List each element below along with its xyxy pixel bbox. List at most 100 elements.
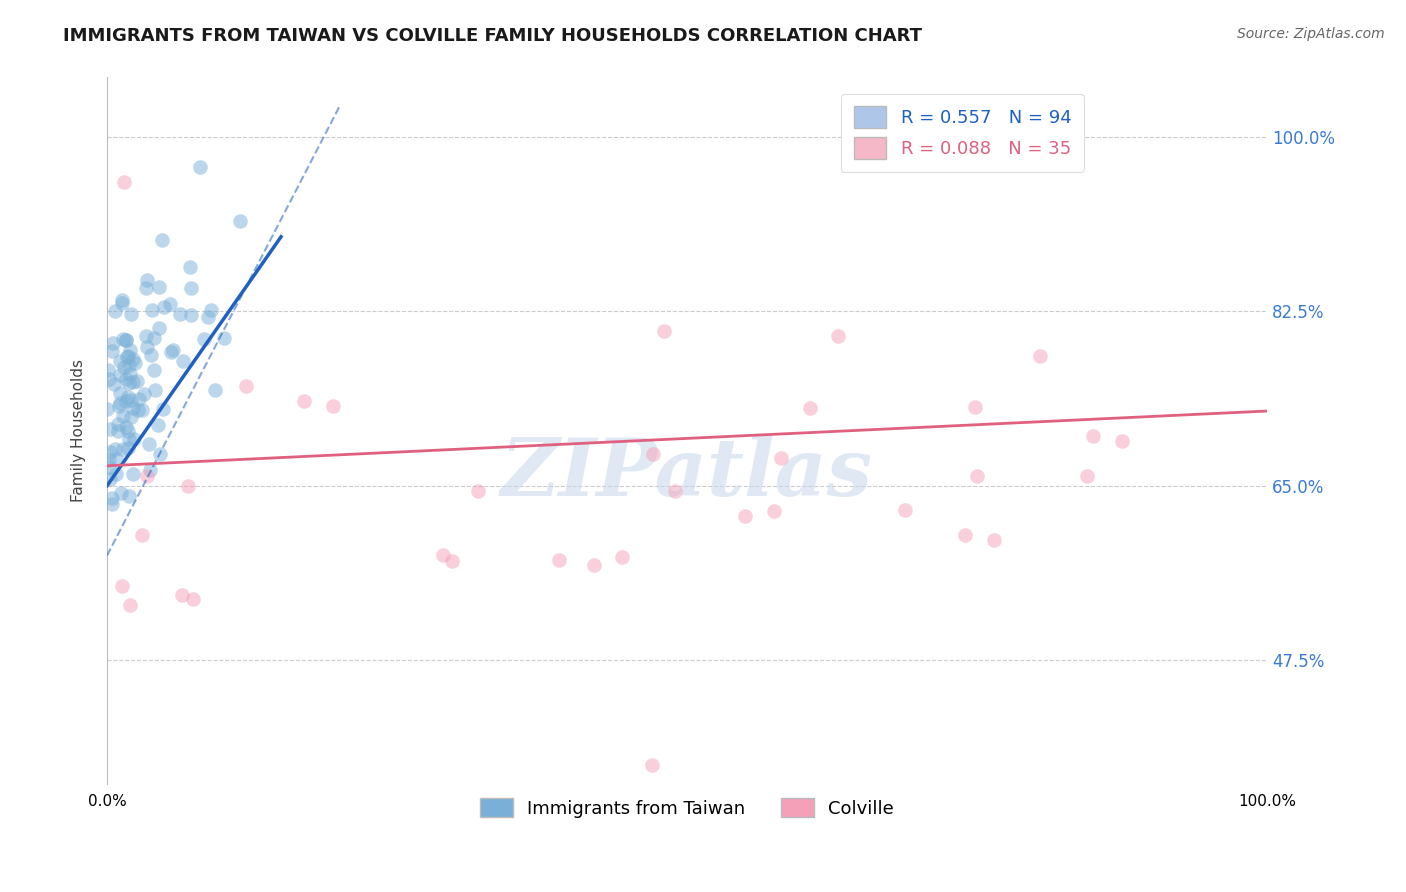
Point (966, 468, 988, 483)
Point (120, 393, 142, 408)
Point (115, 333, 138, 347)
Point (188, 160, 211, 174)
Point (112, 409, 135, 424)
Point (583, 558, 606, 573)
Text: Source: ZipAtlas.com: Source: ZipAtlas.com (1237, 27, 1385, 41)
Point (117, 424, 139, 438)
Point (143, 331, 166, 345)
Point (159, 297, 181, 311)
Point (143, 363, 166, 377)
Point (111, 579, 134, 593)
Point (200, 302, 222, 317)
Point (111, 293, 134, 307)
Point (1029, 349, 1052, 363)
Legend: Immigrants from Taiwan, Colville: Immigrants from Taiwan, Colville (472, 790, 901, 825)
Point (120, 598, 142, 612)
Point (734, 508, 756, 523)
Point (121, 401, 143, 415)
Point (111, 332, 134, 346)
Point (107, 417, 129, 432)
Point (105, 452, 128, 467)
Point (643, 447, 665, 461)
Point (101, 497, 124, 511)
Point (229, 213, 252, 227)
Point (121, 467, 143, 481)
Point (965, 400, 987, 414)
Point (135, 273, 157, 287)
Point (115, 350, 138, 364)
Point (97, 363, 120, 377)
Point (548, 553, 571, 567)
Point (467, 483, 489, 498)
Point (148, 280, 170, 294)
Point (179, 260, 201, 274)
Point (118, 376, 141, 390)
Point (104, 442, 127, 457)
Point (112, 442, 135, 456)
Point (141, 303, 163, 318)
Point (149, 447, 172, 461)
Point (118, 433, 141, 447)
Point (235, 379, 257, 393)
Point (141, 348, 163, 362)
Point (127, 403, 149, 417)
Point (117, 349, 139, 363)
Point (108, 396, 131, 410)
Point (117, 358, 139, 372)
Point (180, 308, 202, 322)
Point (1081, 429, 1104, 443)
Point (762, 503, 785, 517)
Point (98, 445, 121, 459)
Point (122, 432, 145, 446)
Point (98, 422, 121, 436)
Point (125, 374, 148, 388)
Point (955, 528, 977, 542)
Point (181, 592, 204, 607)
Point (114, 419, 136, 434)
Point (98, 453, 121, 467)
Point (135, 280, 157, 294)
Point (170, 589, 193, 603)
Point (138, 436, 160, 450)
Point (894, 503, 917, 517)
Point (139, 463, 162, 477)
Point (770, 450, 793, 465)
Point (104, 304, 127, 318)
Point (118, 367, 141, 381)
Point (120, 343, 142, 358)
Point (97, 459, 120, 474)
Point (134, 387, 156, 401)
Point (135, 328, 157, 343)
Point (610, 549, 633, 564)
Point (124, 356, 146, 370)
Point (108, 386, 131, 401)
Point (440, 554, 463, 568)
Point (114, 333, 136, 347)
Point (180, 281, 202, 295)
Point (118, 489, 141, 503)
Point (799, 401, 821, 416)
Point (108, 368, 131, 383)
Point (197, 310, 219, 324)
Point (131, 528, 153, 542)
Point (110, 486, 132, 500)
Point (117, 441, 139, 455)
Text: IMMIGRANTS FROM TAIWAN VS COLVILLE FAMILY HOUSEHOLDS CORRELATION CHART: IMMIGRANTS FROM TAIWAN VS COLVILLE FAMIL… (63, 27, 922, 45)
Point (292, 394, 315, 409)
Point (96, 401, 118, 416)
Point (120, 307, 142, 321)
Point (103, 376, 125, 391)
Point (162, 343, 184, 357)
Point (177, 479, 200, 493)
Point (112, 360, 135, 375)
Point (148, 321, 170, 335)
Point (322, 399, 344, 413)
Point (103, 336, 125, 351)
Point (145, 383, 167, 397)
Point (652, 324, 675, 338)
Point (117, 390, 139, 404)
Point (827, 329, 849, 343)
Point (101, 344, 124, 359)
Point (98, 372, 121, 386)
Point (172, 353, 194, 368)
